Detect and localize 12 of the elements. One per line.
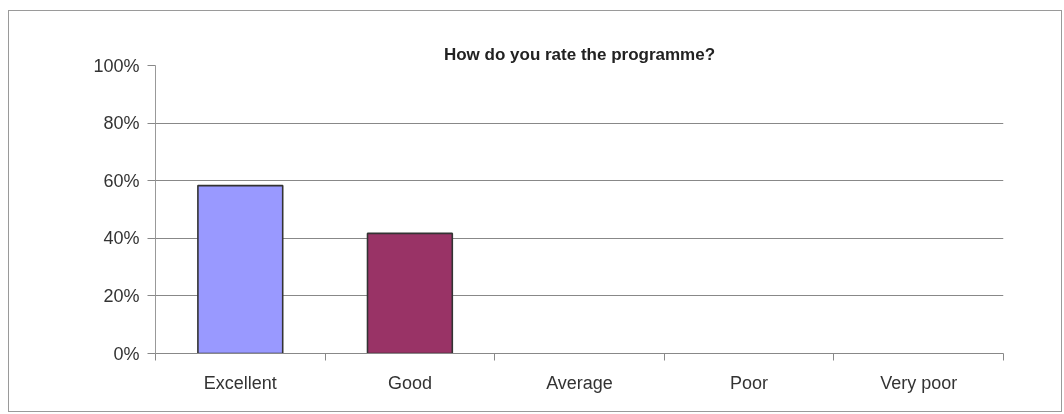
chart-title: How do you rate the programme? [443,44,716,64]
y-tick-label: 80% [103,113,140,134]
x-tick-label: Excellent [203,372,277,393]
x-tick-label: Good [387,372,432,393]
y-tick-label: 0% [113,343,140,364]
y-tick-label: 40% [103,228,140,249]
y-tick-label: 100% [93,55,140,76]
y-tick-label: 20% [103,285,140,306]
x-tick-label: Poor [730,372,769,393]
y-tick-label: 60% [103,170,140,191]
x-tick-label: Average [546,372,613,393]
x-tick-label: Very poor [880,372,958,393]
